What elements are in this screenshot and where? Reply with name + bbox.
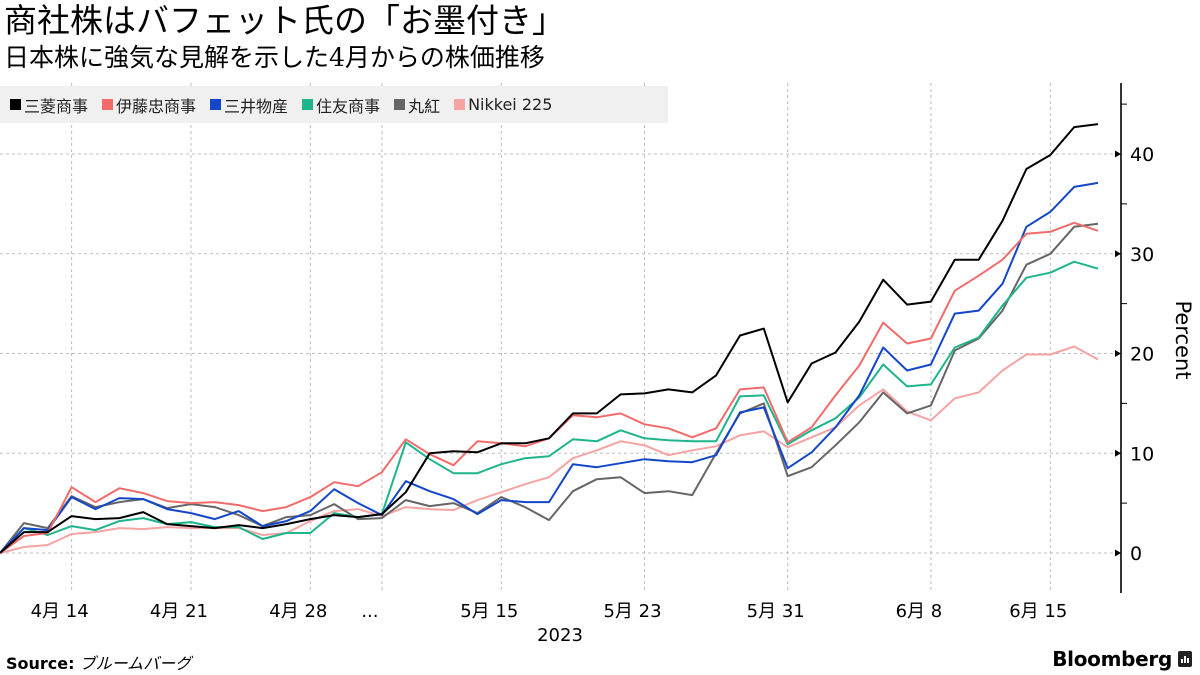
legend-label: 伊藤忠商事 — [116, 96, 197, 116]
series-line — [0, 221, 1099, 554]
subtitle-text: 日本株に強気な見解を示した4月からの株価推移 — [4, 43, 545, 72]
source-label: Source: — [6, 654, 75, 673]
legend-item: 三井物産 — [210, 93, 288, 117]
y-axis: 0 10 20 30 40 Percent — [1115, 83, 1195, 593]
chart-title: 商社株はバフェット氏の「お墨付き」 — [4, 1, 565, 40]
y-tick-label: 30 — [1130, 244, 1154, 266]
source-note: Source: ブルームバーグ — [6, 650, 191, 674]
legend-label: 丸紅 — [408, 96, 441, 116]
source-text: ブルームバーグ — [79, 654, 192, 673]
legend-swatch-icon — [10, 99, 21, 110]
x-tick-label: 4月 14 — [31, 601, 89, 622]
legend-label: 三井物産 — [224, 96, 289, 116]
x-tick-label: 5月 23 — [603, 601, 661, 622]
y-tick-label: 40 — [1130, 144, 1154, 166]
x-axis-labels: 4月 14 4月 21 4月 28... 5月 15 5月 23 5月 31 6月 8 6月 … — [31, 601, 1068, 646]
x-axis-year-label: 2023 — [537, 625, 583, 646]
chart-subtitle: 日本株に強気な見解を示した4月からの株価推移 — [4, 42, 545, 74]
major-tick — [1115, 250, 1121, 258]
major-tick — [1115, 150, 1121, 158]
legend-swatch-icon — [454, 99, 466, 110]
series-line — [0, 260, 1099, 554]
legend: 三菱商事 伊藤忠商事 三井物産 住友商事 丸紅 Nikkei 225 — [0, 86, 668, 123]
legend-item: 住友商事 — [302, 93, 380, 117]
major-tick — [1115, 549, 1121, 557]
legend-swatch-icon — [394, 99, 406, 110]
legend-swatch-icon — [302, 99, 314, 110]
major-tick — [1115, 350, 1121, 357]
legend-item: 伊藤忠商事 — [102, 93, 196, 117]
legend-label: 三菱商事 — [24, 96, 89, 116]
legend-swatch-icon — [102, 99, 114, 110]
brand-text: Bloomberg — [1052, 647, 1172, 671]
y-tick-label: 20 — [1130, 344, 1154, 366]
bloomberg-brand: Bloomberg — [1052, 647, 1192, 671]
legend-label: 住友商事 — [316, 96, 381, 116]
bloomberg-logo-icon — [1178, 651, 1192, 667]
series-line — [0, 123, 1099, 554]
series-line — [0, 181, 1099, 554]
series-line — [0, 345, 1099, 554]
x-tick-label: 4月 21 — [150, 601, 208, 622]
series-lines — [0, 123, 1099, 554]
x-tick-label: 4月 28 — [269, 601, 327, 622]
x-tick-label: ... — [361, 601, 378, 622]
legend-item: Nikkei 225 — [454, 95, 552, 114]
y-tick-label: 10 — [1130, 443, 1154, 465]
legend-swatch-icon — [210, 99, 222, 110]
legend-item: 三菱商事 — [10, 93, 88, 117]
y-axis-title: Percent — [1171, 300, 1195, 379]
legend-label: Nikkei 225 — [468, 95, 553, 114]
major-tick — [1115, 449, 1121, 457]
series-line — [0, 222, 1099, 554]
grid-lines — [0, 83, 1121, 593]
y-tick-label: 0 — [1130, 543, 1142, 565]
x-tick-label: 6月 8 — [896, 601, 943, 622]
x-tick-label: 6月 15 — [1009, 601, 1067, 622]
x-tick-label: 5月 31 — [747, 601, 805, 622]
x-tick-label: 5月 15 — [460, 601, 518, 622]
legend-item: 丸紅 — [394, 93, 440, 117]
